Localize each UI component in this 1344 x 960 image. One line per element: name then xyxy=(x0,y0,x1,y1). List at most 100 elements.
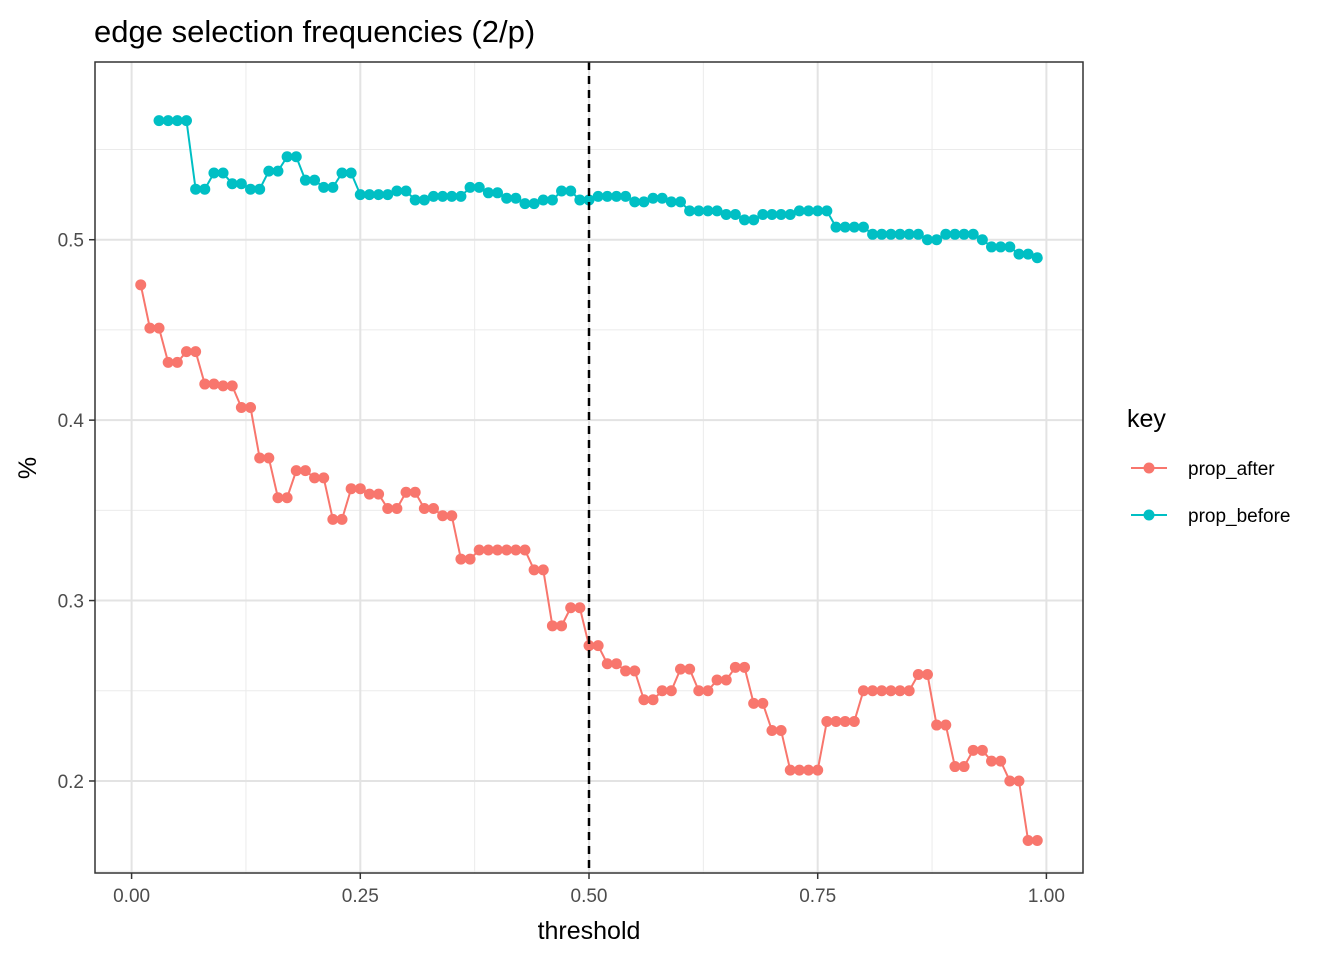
data-point-prop_before xyxy=(857,221,869,233)
data-point-prop_before xyxy=(620,190,632,202)
data-point-prop_before xyxy=(693,205,705,217)
data-point-prop_before xyxy=(501,192,513,204)
data-point-prop_after xyxy=(180,346,192,358)
data-point-prop_after xyxy=(848,715,860,727)
data-point-prop_after xyxy=(281,492,293,504)
data-point-prop_after xyxy=(867,685,879,697)
data-point-prop_after xyxy=(373,488,385,500)
data-point-prop_before xyxy=(995,241,1007,253)
data-point-prop_after xyxy=(556,620,568,632)
data-point-prop_before xyxy=(839,221,851,233)
data-point-prop_before xyxy=(235,178,247,190)
x-axis-title: threshold xyxy=(538,917,641,945)
data-point-prop_before xyxy=(318,181,330,193)
data-point-prop_after xyxy=(729,661,741,673)
data-point-prop_before xyxy=(702,205,714,217)
data-point-prop_after xyxy=(976,744,988,756)
data-point-prop_after xyxy=(739,661,751,673)
data-point-prop_before xyxy=(565,185,577,197)
data-point-prop_after xyxy=(912,669,924,681)
data-point-prop_before xyxy=(821,205,833,217)
legend-key-point-prop_after xyxy=(1143,462,1155,474)
data-point-prop_before xyxy=(190,183,202,195)
y-tick-label: 0.5 xyxy=(58,231,84,252)
data-point-prop_after xyxy=(382,503,394,515)
data-point-prop_after xyxy=(254,452,266,464)
data-point-prop_before xyxy=(464,181,476,193)
data-point-prop_before xyxy=(446,190,458,202)
legend-label-prop_after: prop_after xyxy=(1188,459,1275,480)
data-point-prop_after xyxy=(318,472,330,484)
data-point-prop_after xyxy=(144,322,156,334)
data-point-prop_after xyxy=(876,685,888,697)
data-point-prop_after xyxy=(793,764,805,776)
data-point-prop_after xyxy=(565,602,577,614)
data-point-prop_after xyxy=(345,483,357,495)
data-point-prop_after xyxy=(473,544,485,556)
data-point-prop_after xyxy=(638,694,650,706)
data-point-prop_before xyxy=(546,194,558,206)
data-point-prop_before xyxy=(766,208,778,220)
data-point-prop_after xyxy=(171,356,183,368)
data-point-prop_after xyxy=(784,764,796,776)
data-point-prop_before xyxy=(556,185,568,197)
data-point-prop_after xyxy=(766,724,778,736)
data-point-prop_before xyxy=(720,208,732,220)
data-point-prop_before xyxy=(473,181,485,193)
data-point-prop_after xyxy=(665,685,677,697)
data-point-prop_after xyxy=(748,697,760,709)
legend-label-prop_before: prop_before xyxy=(1188,506,1290,527)
data-point-prop_after xyxy=(986,755,998,767)
data-point-prop_before xyxy=(885,228,897,240)
data-point-prop_before xyxy=(803,205,815,217)
data-point-prop_after xyxy=(199,378,211,390)
data-point-prop_before xyxy=(867,228,879,240)
data-point-prop_before xyxy=(245,183,257,195)
data-point-prop_before xyxy=(967,228,979,240)
data-point-prop_before xyxy=(656,192,668,204)
data-point-prop_after xyxy=(885,685,897,697)
data-point-prop_before xyxy=(510,192,522,204)
data-point-prop_after xyxy=(967,744,979,756)
data-point-prop_before xyxy=(949,228,961,240)
data-point-prop_before xyxy=(931,234,943,246)
data-point-prop_before xyxy=(199,183,211,195)
x-tick-label: 1.00 xyxy=(1028,886,1065,907)
data-point-prop_after xyxy=(839,715,851,727)
data-point-prop_before xyxy=(1022,248,1034,260)
data-point-prop_before xyxy=(400,185,412,197)
data-point-prop_after xyxy=(272,492,284,504)
data-point-prop_before xyxy=(345,167,357,179)
data-point-prop_before xyxy=(427,190,439,202)
data-point-prop_before xyxy=(263,165,275,177)
data-point-prop_before xyxy=(629,196,641,208)
data-point-prop_before xyxy=(1004,241,1016,253)
data-point-prop_after xyxy=(711,674,723,686)
data-point-prop_after xyxy=(620,665,632,677)
data-point-prop_after xyxy=(464,553,476,565)
data-point-prop_after xyxy=(775,724,787,736)
data-point-prop_after xyxy=(857,685,869,697)
data-point-prop_before xyxy=(592,190,604,202)
data-point-prop_after xyxy=(446,510,458,522)
data-point-prop_before xyxy=(1013,248,1025,260)
data-point-prop_after xyxy=(455,553,467,565)
x-tick-label: 0.75 xyxy=(799,886,836,907)
data-point-prop_after xyxy=(135,279,147,291)
data-point-prop_before xyxy=(601,190,613,202)
data-point-prop_before xyxy=(354,189,366,201)
data-point-prop_before xyxy=(793,205,805,217)
data-point-prop_before xyxy=(363,189,375,201)
data-point-prop_after xyxy=(418,503,430,515)
data-point-prop_before xyxy=(574,194,586,206)
data-point-prop_before xyxy=(537,194,549,206)
data-point-prop_after xyxy=(702,685,714,697)
data-point-prop_before xyxy=(583,194,595,206)
data-point-prop_after xyxy=(427,503,439,515)
data-point-prop_before xyxy=(299,174,311,186)
y-tick-label: 0.4 xyxy=(58,411,85,432)
data-point-prop_before xyxy=(1031,252,1043,264)
data-point-prop_before xyxy=(482,187,494,199)
data-point-prop_before xyxy=(171,115,183,127)
